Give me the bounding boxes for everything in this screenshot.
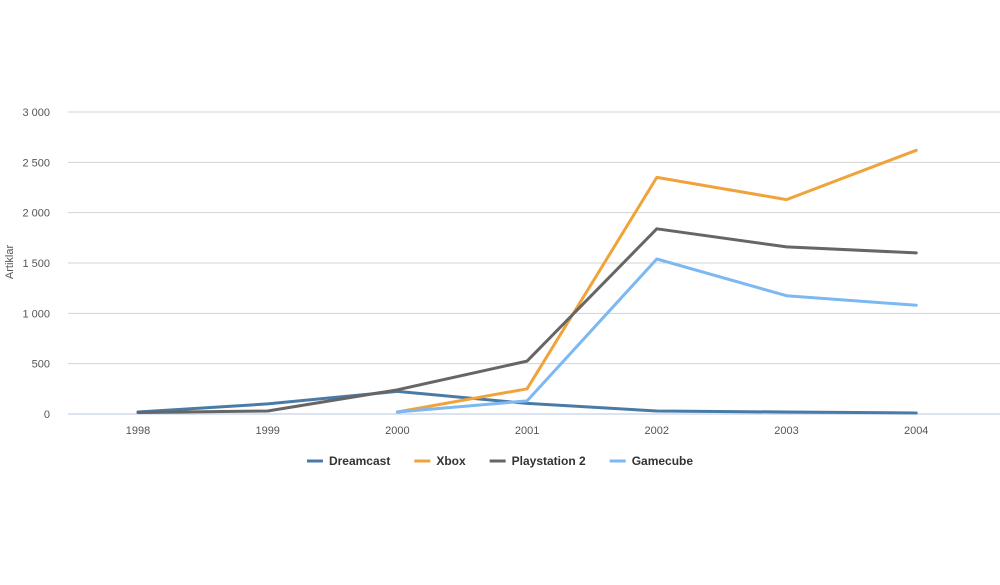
legend-item: Dreamcast (306, 454, 390, 468)
y-tick-label: 1 500 (22, 258, 50, 270)
legend-label: Xbox (436, 454, 466, 468)
legend-label: Playstation 2 (512, 454, 586, 468)
x-axis-ticks: 1998 1999 2000 2001 2002 2003 2004 (126, 425, 929, 437)
x-tick-label: 1998 (126, 425, 150, 437)
y-tick-label: 1 000 (22, 308, 50, 320)
y-tick-label: 0 (44, 409, 50, 421)
series-line-dreamcast (136, 389, 918, 415)
y-axis-title: Artiklar (4, 245, 16, 280)
y-tick-label: 3 000 (22, 107, 50, 119)
x-tick-label: 2001 (515, 425, 539, 437)
legend-label: Gamecube (632, 454, 694, 468)
legend-item: Gamecube (609, 454, 694, 468)
legend-item: Playstation 2 (489, 454, 586, 468)
series-line-xbox (395, 148, 918, 414)
y-tick-label: 2 000 (22, 208, 50, 220)
legend: Dreamcast Xbox Playstation 2 Gamecube (306, 454, 694, 468)
y-tick-label: 2 500 (22, 157, 50, 169)
series-lines (136, 148, 918, 415)
x-tick-label: 2000 (385, 425, 409, 437)
series-line-gamecube (395, 257, 918, 414)
x-tick-label: 1999 (255, 425, 279, 437)
series-line-playstation-2 (136, 227, 918, 414)
y-axis-ticks: 0 500 1 000 1 500 2 000 2 500 3 000 (22, 107, 50, 421)
gridlines (68, 111, 1000, 415)
legend-label: Dreamcast (329, 454, 390, 468)
legend-item: Xbox (414, 454, 466, 468)
x-tick-label: 2002 (645, 425, 669, 437)
x-tick-label: 2003 (774, 425, 798, 437)
y-tick-label: 500 (32, 359, 50, 371)
x-tick-label: 2004 (904, 425, 928, 437)
